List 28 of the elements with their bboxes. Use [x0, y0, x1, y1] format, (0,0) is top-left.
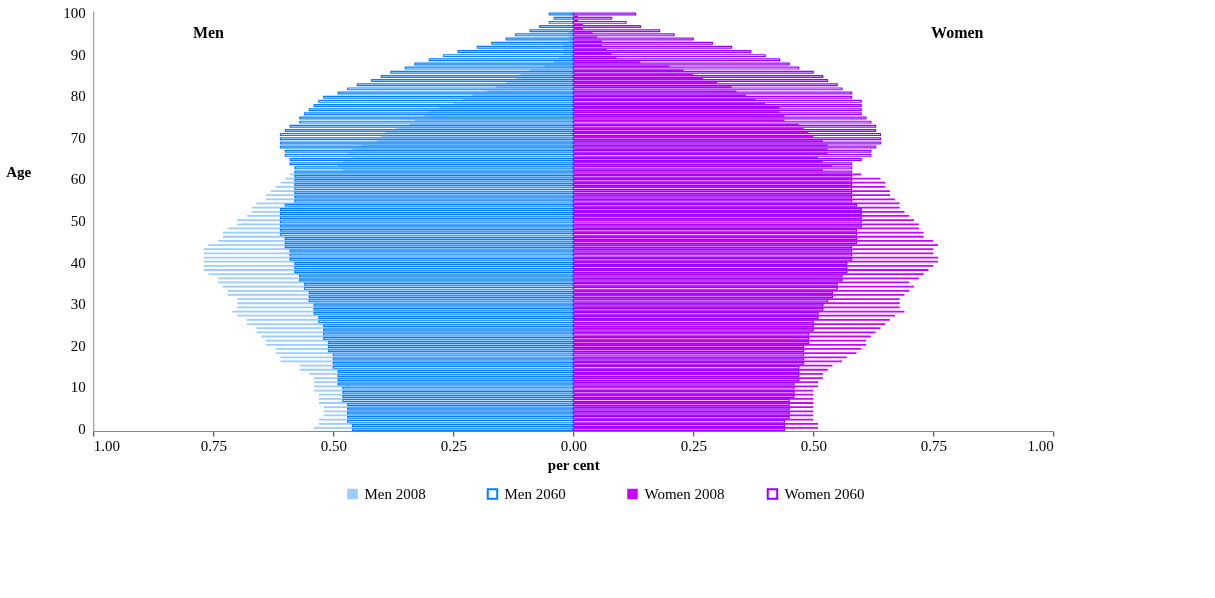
x-tick-label: 0.75	[200, 437, 227, 454]
legend-label: Women 2060	[784, 486, 865, 502]
x-tick-label: 0.75	[920, 437, 947, 454]
x-tick-label: 0.25	[680, 437, 707, 454]
y-tick-label: 90	[70, 46, 86, 63]
legend-label: Men 2008	[364, 486, 426, 502]
y-tick-label: 70	[70, 129, 86, 146]
x-tick-label: 1.00	[93, 437, 120, 454]
y-tick-label: 40	[70, 254, 86, 271]
x-tick-label: 1.00	[1027, 437, 1054, 454]
legend-label: Men 2060	[504, 486, 566, 502]
x-tick-label: 0.00	[560, 437, 587, 454]
y-tick-label: 60	[70, 171, 86, 188]
annotation: Men	[192, 24, 225, 41]
y-tick-label: 20	[70, 337, 86, 354]
y-tick-label: 30	[70, 296, 86, 313]
x-axis-title: per cent	[547, 456, 600, 473]
y-tick-label: 50	[70, 213, 86, 229]
annotation: Women	[931, 24, 984, 41]
y-tick-label: 0	[78, 420, 86, 437]
y-tick-label: 10	[70, 379, 86, 396]
y-tick-label: 100	[63, 5, 86, 22]
x-tick-label: 0.50	[320, 437, 347, 454]
y-axis-title: Age	[6, 163, 32, 180]
x-tick-label: 0.50	[800, 437, 827, 454]
legend-label: Women 2008	[644, 486, 725, 502]
y-tick-label: 80	[70, 88, 86, 105]
x-tick-label: 0.25	[440, 437, 467, 454]
